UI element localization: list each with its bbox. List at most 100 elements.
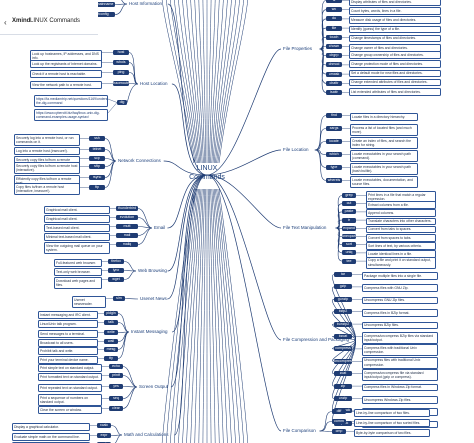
command-chip[interactable]: tar (334, 272, 352, 277)
command-chip[interactable]: wall (104, 339, 118, 344)
command-chip[interactable]: uncompress (334, 358, 352, 364)
topic-host-information[interactable]: Host Information (129, 1, 163, 6)
topic-file-text-manipulation[interactable]: File Text Manipulation (283, 225, 327, 230)
command-chip[interactable]: mutt (116, 224, 138, 229)
command-chip[interactable]: ftp (89, 185, 105, 190)
topic-network-connections[interactable]: Network Connections (118, 158, 161, 163)
command-chip[interactable]: tee (342, 258, 356, 264)
command-chip[interactable]: rsync (89, 175, 105, 180)
command-chip[interactable]: file (326, 25, 342, 31)
command-chip[interactable]: write (104, 330, 118, 335)
command-chip[interactable]: unzip (334, 396, 352, 401)
command-chip[interactable]: printf (109, 373, 123, 378)
command-chip[interactable]: pidgin (104, 311, 118, 316)
command-chip[interactable]: grep (342, 193, 356, 198)
command-chip[interactable]: zcat (334, 371, 352, 377)
command-chip[interactable]: dig (117, 100, 127, 105)
command-chip[interactable]: talk (104, 320, 118, 325)
command-chip[interactable]: sftp (89, 164, 105, 169)
command-chip[interactable]: locate (326, 139, 342, 144)
connector-line (137, 208, 153, 229)
command-chip[interactable]: traceroute (113, 81, 129, 86)
command-chip[interactable]: expr (97, 433, 111, 438)
command-chip[interactable]: domainname (91, 2, 115, 7)
command-chip[interactable]: expand (342, 225, 356, 231)
command-chip[interactable]: xargs (326, 126, 342, 131)
reference-link[interactable]: https://fa.mediamtrip.net/questions/1169… (34, 95, 108, 107)
command-chip[interactable]: gzip (334, 284, 352, 290)
command-chip[interactable]: chgrp (326, 53, 342, 59)
command-chip[interactable]: ls (326, 0, 342, 3)
topic-math-calculations[interactable]: Math and Calculations (124, 432, 169, 437)
command-chip[interactable]: diff (332, 409, 346, 414)
connector-line (207, 188, 212, 443)
command-chip[interactable]: slrn (113, 296, 125, 301)
topic-web-browsing[interactable]: Web Browsing (138, 268, 167, 273)
command-chip[interactable]: firefox (108, 259, 124, 264)
command-chip[interactable]: bunzip2 (334, 321, 352, 327)
topic-host-location[interactable]: Host Location (140, 81, 168, 86)
command-chip[interactable]: yes (109, 384, 123, 389)
command-chip[interactable]: zip (334, 383, 352, 389)
command-chip[interactable]: du (326, 16, 342, 22)
command-chip[interactable]: chown (326, 44, 342, 49)
command-chip[interactable]: bzip2 (334, 309, 352, 315)
chevron-left-icon[interactable]: ‹ (4, 18, 7, 27)
command-chip[interactable]: mail (116, 233, 138, 238)
command-chip[interactable]: ping (113, 70, 129, 75)
command-chip[interactable]: uniq (342, 250, 356, 256)
command-chip[interactable]: ssh (89, 136, 105, 141)
command-chip[interactable]: telnet (89, 147, 105, 152)
command-chip[interactable]: type (326, 165, 342, 170)
topic-instant-messaging[interactable]: Instant Messaging (131, 329, 168, 334)
command-chip[interactable]: touch (326, 34, 342, 40)
command-chip[interactable]: wc (326, 7, 342, 13)
command-chip[interactable]: umask (326, 71, 342, 77)
command-chip[interactable]: cut (342, 201, 356, 207)
command-chip[interactable]: lynx (108, 268, 124, 273)
command-chip[interactable]: find (326, 113, 342, 118)
topic-file-comparison[interactable]: File Comparison (283, 428, 316, 433)
command-chip[interactable]: comm (332, 419, 346, 424)
command-chip[interactable]: which (326, 152, 342, 157)
topic-file-location[interactable]: File Location (283, 147, 309, 152)
topic-usenet-news[interactable]: Usenet News (140, 296, 167, 301)
command-chip[interactable]: whereis (326, 178, 342, 183)
command-chip[interactable]: echo (109, 364, 123, 369)
command-chip[interactable]: evolution (116, 215, 138, 220)
command-chip[interactable]: compress (334, 346, 352, 352)
command-chip[interactable]: tr (342, 217, 356, 223)
command-chip[interactable]: mailq (116, 242, 138, 247)
command-chip[interactable]: xcalc (97, 423, 111, 428)
topic-file-properties[interactable]: File Properties (283, 46, 313, 51)
command-chip[interactable]: chattr (326, 80, 342, 86)
command-chip[interactable]: bzcat (334, 334, 352, 339)
command-chip[interactable]: sort (342, 242, 356, 248)
command-chip[interactable]: wget (108, 277, 124, 282)
command-chip[interactable]: scp (89, 156, 105, 161)
command-chip[interactable]: tty (104, 356, 118, 361)
command-chip[interactable]: host (113, 50, 129, 55)
central-topic[interactable]: LINUX Commands (178, 164, 236, 182)
command-chip[interactable]: whois (113, 60, 129, 65)
command-chip[interactable]: paste (342, 209, 356, 215)
document-title[interactable]: LINUX Commands (30, 18, 81, 24)
connector-line (171, 83, 208, 176)
command-chip[interactable]: chmod (326, 62, 342, 68)
command-chip[interactable]: cmp (332, 429, 346, 434)
topic-file-compression[interactable]: File Compression and Packaging (283, 337, 350, 342)
reference-link[interactable]: https://www.cyberciti.biz/faq/linux-unix… (34, 109, 108, 121)
command-chip[interactable]: thunderbird (116, 206, 138, 211)
command-chip[interactable]: lsattr (326, 90, 342, 95)
command-chip[interactable]: gunzip (334, 296, 352, 302)
command-chip[interactable]: mesg (104, 347, 118, 352)
command-chip[interactable]: seq (109, 396, 123, 401)
command-chip[interactable]: clear (109, 406, 123, 411)
connector-line (210, 0, 220, 164)
topic-screen-output[interactable]: Screen Output (139, 384, 169, 389)
command-description: Minimal text-based mail client. (44, 233, 110, 241)
topic-email[interactable]: Email (154, 225, 166, 230)
command-chip[interactable]: ifconfig (91, 12, 115, 17)
command-chip[interactable]: unexpand (342, 234, 356, 239)
